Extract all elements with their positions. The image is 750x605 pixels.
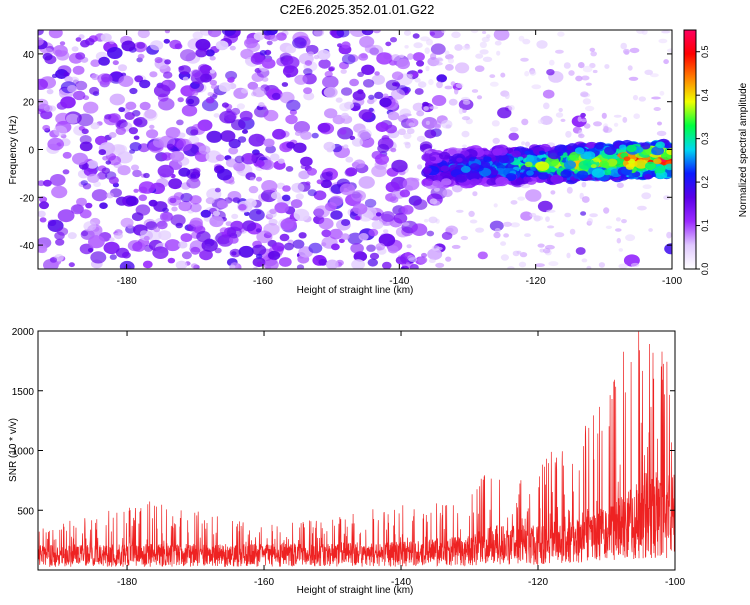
x-tick-label: -120	[528, 577, 548, 588]
snr-panel: -180 -160 -140 -120 -100 500 1000 1500 2000 Heig…	[8, 327, 685, 596]
x-tick-label: -180	[117, 276, 137, 287]
y-tick-label: -20	[20, 193, 35, 204]
snr-ylabel: SNR (10 * v/v)	[8, 418, 19, 482]
y-tick-label: 40	[23, 50, 35, 61]
x-tick-label: -160	[254, 577, 274, 588]
x-tick-label: -140	[389, 276, 409, 287]
x-tick-label: -120	[526, 276, 546, 287]
y-tick-label: 20	[23, 98, 35, 109]
colorbar-tick-label: 0.5	[700, 45, 710, 58]
x-tick-label: -180	[117, 577, 137, 588]
y-tick-label: 1500	[12, 387, 35, 398]
colorbar-tick-label: 0.0	[700, 263, 710, 276]
colorbar-tick-label: 0.3	[700, 132, 710, 145]
colorbar-tick-label: 0.2	[700, 176, 710, 189]
y-tick-label: 2000	[12, 327, 35, 338]
x-tick-label: -100	[665, 577, 685, 588]
spectrogram-xlabel: Height of straight line (km)	[297, 285, 414, 296]
colorbar-tick-label: 0.4	[700, 89, 710, 102]
colorbar-tick-label: 0.1	[700, 219, 710, 232]
snr-series-line	[38, 331, 675, 567]
x-tick-label: -160	[253, 276, 273, 287]
x-tick-label: -100	[662, 276, 682, 287]
snr-xlabel: Height of straight line (km)	[297, 585, 414, 596]
colorbar-label: Normalized spectral amplitude	[738, 82, 749, 217]
x-tick-label: -140	[391, 577, 411, 588]
y-tick-label: -40	[20, 241, 35, 252]
y-tick-label: 1000	[12, 447, 35, 458]
y-tick-label: 0	[28, 146, 34, 157]
spectrogram-image	[38, 30, 672, 269]
spectrogram-ylabel: Frequency (Hz)	[8, 116, 19, 185]
colorbar-gradient	[683, 29, 697, 270]
figure-title: C2E6.2025.352.01.01.G22	[280, 2, 435, 17]
spectrogram-panel: -180 -160 -140 -120 -100 -40 -20 0 20 40 Height o…	[8, 29, 682, 296]
y-tick-label: 500	[17, 506, 34, 517]
colorbar: 0.0 0.1 0.2 0.3 0.4 0.5 Normalized spectral a…	[683, 29, 749, 276]
